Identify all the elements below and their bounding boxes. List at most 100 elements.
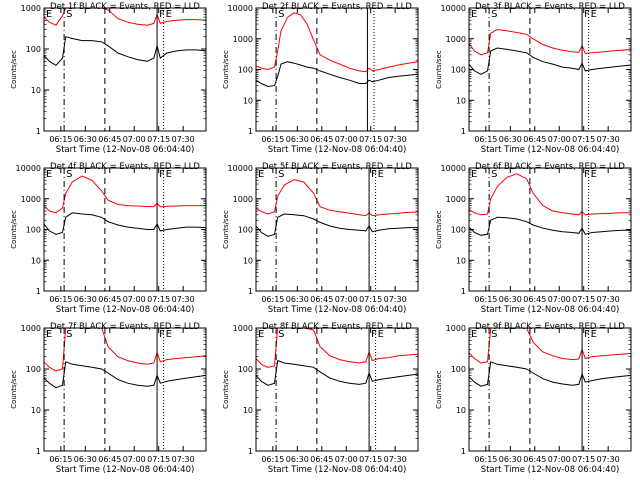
- y-tick-label: 10: [243, 406, 253, 415]
- plot-frame: [43, 327, 207, 452]
- marker-label: E: [46, 329, 52, 340]
- x-tick-label: 07:00: [548, 135, 571, 144]
- y-tick-label: 100: [26, 226, 41, 235]
- y-axis-label: Counts/sec: [435, 50, 443, 89]
- y-tick-label: 1000: [21, 324, 41, 333]
- x-tick-label: 07:30: [172, 455, 195, 464]
- series-events-line: [44, 361, 206, 389]
- panel-title: Det 8f BLACK = Events, RED = LLD: [262, 322, 412, 332]
- marker-label: S: [491, 329, 497, 340]
- x-tick-label: 07:30: [384, 455, 407, 464]
- marker-label: F: [584, 169, 590, 180]
- plot-frame: [43, 167, 207, 292]
- panel-title: Det 1f BLACK = Events, RED = LLD: [50, 2, 200, 12]
- x-tick-label: 07:30: [597, 295, 620, 304]
- marker-label: F: [159, 169, 165, 180]
- x-tick-label: 07:15: [147, 455, 170, 464]
- x-tick-label: 06:15: [261, 135, 284, 144]
- x-tick-label: 06:30: [74, 455, 97, 464]
- y-axis-label: Counts/sec: [435, 210, 443, 249]
- series-events-line: [256, 61, 418, 88]
- series-lld-line: [44, 328, 206, 372]
- y-tick-label: 1000: [233, 35, 253, 44]
- y-tick-label: 1: [461, 447, 466, 456]
- marker-label: E: [471, 169, 477, 180]
- y-tick-label: 100: [238, 365, 253, 374]
- marker-label: S: [66, 9, 72, 20]
- x-tick-label: 07:15: [572, 135, 595, 144]
- y-tick-label: 1000: [233, 195, 253, 204]
- x-tick-label: 06:45: [310, 135, 333, 144]
- x-axis-label: Start Time (12-Nov-08 06:04:40): [481, 145, 620, 155]
- y-tick-label: 1000: [446, 324, 466, 333]
- x-tick-label: 07:15: [359, 455, 382, 464]
- marker-label: F: [371, 169, 377, 180]
- marker-label: E: [471, 9, 477, 20]
- marker-label: E: [46, 9, 52, 20]
- y-tick-label: 100: [451, 226, 466, 235]
- x-tick-label: 06:45: [310, 455, 333, 464]
- x-axis-label: Start Time (12-Nov-08 06:04:40): [268, 145, 407, 155]
- y-tick-label: 10: [31, 256, 41, 265]
- x-tick-label: 06:15: [49, 135, 72, 144]
- y-tick-label: 1000: [21, 4, 41, 13]
- x-tick-label: 06:45: [523, 135, 546, 144]
- marker-label: F: [159, 329, 165, 340]
- x-tick-label: 06:45: [310, 295, 333, 304]
- marker-label: E: [378, 169, 384, 180]
- y-tick-label: 10: [456, 96, 466, 105]
- y-tick-label: 10000: [228, 164, 253, 173]
- marker-label: E: [591, 169, 597, 180]
- x-axis-label: Start Time (12-Nov-08 06:04:40): [268, 465, 407, 475]
- x-tick-label: 06:15: [474, 455, 497, 464]
- x-tick-label: 07:00: [123, 455, 146, 464]
- x-tick-label: 06:30: [286, 135, 309, 144]
- x-tick-label: 07:15: [359, 295, 382, 304]
- x-tick-label: 06:15: [261, 295, 284, 304]
- y-tick-label: 10: [243, 96, 253, 105]
- marker-label: F: [159, 9, 165, 20]
- series-events-line: [256, 359, 418, 386]
- marker-label: S: [491, 169, 497, 180]
- x-tick-label: 06:45: [523, 295, 546, 304]
- plot-frame: [255, 7, 419, 132]
- x-tick-label: 07:30: [597, 135, 620, 144]
- y-tick-label: 1000: [21, 195, 41, 204]
- marker-label: S: [66, 169, 72, 180]
- marker-label: F: [584, 329, 590, 340]
- marker-label: S: [278, 329, 284, 340]
- series-events-line: [256, 213, 418, 237]
- y-tick-label: 1: [36, 287, 41, 296]
- marker-label: E: [166, 9, 172, 20]
- plot-frame: [43, 7, 207, 132]
- y-axis-label: Counts/sec: [10, 210, 18, 249]
- y-tick-label: 1: [461, 127, 466, 136]
- marker-label: E: [591, 9, 597, 20]
- x-axis-label: Start Time (12-Nov-08 06:04:40): [268, 305, 407, 315]
- x-axis-label: Start Time (12-Nov-08 06:04:40): [481, 305, 620, 315]
- y-axis-label: Counts/sec: [222, 50, 230, 89]
- y-tick-label: 10000: [16, 164, 41, 173]
- marker-label: E: [378, 329, 384, 340]
- y-tick-label: 10000: [228, 4, 253, 13]
- panel-title: Det 4f BLACK = Events, RED = LLD: [50, 162, 200, 172]
- y-tick-label: 10: [31, 406, 41, 415]
- series-lld-line: [469, 173, 631, 216]
- x-tick-label: 07:15: [572, 295, 595, 304]
- x-tick-label: 06:15: [474, 135, 497, 144]
- x-tick-label: 07:00: [548, 455, 571, 464]
- y-tick-label: 1000: [233, 324, 253, 333]
- x-tick-label: 06:30: [499, 295, 522, 304]
- plot-frame: [255, 327, 419, 452]
- x-tick-label: 07:15: [572, 455, 595, 464]
- x-tick-label: 06:45: [98, 135, 121, 144]
- x-tick-label: 07:15: [147, 295, 170, 304]
- y-tick-label: 10: [31, 86, 41, 95]
- x-tick-label: 06:30: [499, 455, 522, 464]
- y-axis-label: Counts/sec: [10, 50, 18, 89]
- y-tick-label: 1: [461, 287, 466, 296]
